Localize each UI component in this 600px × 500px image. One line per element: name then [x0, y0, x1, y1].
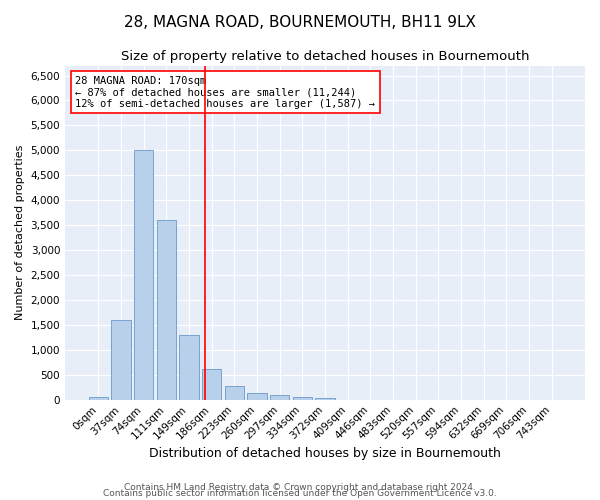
- X-axis label: Distribution of detached houses by size in Bournemouth: Distribution of detached houses by size …: [149, 447, 501, 460]
- Text: 28 MAGNA ROAD: 170sqm
← 87% of detached houses are smaller (11,244)
12% of semi-: 28 MAGNA ROAD: 170sqm ← 87% of detached …: [76, 76, 376, 109]
- Bar: [89, 397, 108, 400]
- Y-axis label: Number of detached properties: Number of detached properties: [15, 145, 25, 320]
- Bar: [112, 320, 131, 400]
- Bar: [247, 393, 266, 400]
- Bar: [202, 369, 221, 400]
- Text: 28, MAGNA ROAD, BOURNEMOUTH, BH11 9LX: 28, MAGNA ROAD, BOURNEMOUTH, BH11 9LX: [124, 15, 476, 30]
- Bar: [225, 386, 244, 400]
- Bar: [316, 398, 335, 400]
- Bar: [293, 396, 312, 400]
- Bar: [179, 335, 199, 400]
- Title: Size of property relative to detached houses in Bournemouth: Size of property relative to detached ho…: [121, 50, 529, 63]
- Bar: [157, 220, 176, 400]
- Bar: [270, 395, 289, 400]
- Bar: [134, 150, 153, 400]
- Text: Contains public sector information licensed under the Open Government Licence v3: Contains public sector information licen…: [103, 490, 497, 498]
- Text: Contains HM Land Registry data © Crown copyright and database right 2024.: Contains HM Land Registry data © Crown c…: [124, 483, 476, 492]
